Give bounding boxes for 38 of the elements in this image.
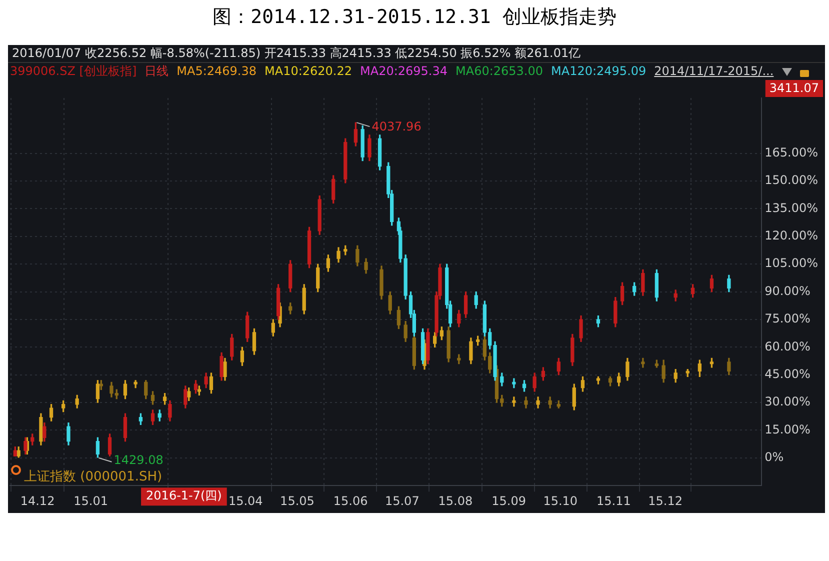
x-tick-label: 15.09 [492,494,526,508]
text: 日线 [144,63,169,80]
text: 399006.SZ [创业板指] [10,63,137,80]
y-tick-label: 135.00% [764,200,818,215]
y-tick-label: 30.00% [764,394,810,409]
y-tick-label: 60.00% [764,339,810,354]
x-tick-label: 15.05 [280,494,314,508]
text: MA60:2653.00 [456,63,544,80]
x-tick-label: 15.01 [74,494,108,508]
x-tick-label: 15.07 [384,494,420,508]
x-tick-label: 15.06 [333,494,368,508]
y-tick-label: 0% [764,450,784,464]
annotation: 4037.96 [372,120,422,134]
text: MA20:2695.34 [360,63,448,80]
y-tick-label: 75.00% [764,312,810,326]
x-tick-label: 15.08 [438,494,473,508]
chart-subtitle: 2016/01/07 收2256.52 幅-8.58%(-211.85) 开2415.33 高2415.33 低2254.50 振6.52% 额261.01亿 [8,45,825,63]
text: 2014/11/17-2015/... [654,63,774,80]
text: MA5:2469.38 [176,63,257,80]
y-tick-label: 150.00% [764,173,818,188]
x-tick-label: 14.12 [20,494,55,508]
text: 2016-1-7(四) [146,488,222,503]
text: MA10:2620.22 [264,63,352,80]
text: 3411.07 [769,81,819,96]
y-tick-label: 15.00% [764,422,810,436]
annotation: 1429.08 [114,453,164,468]
y-tick-label: 165.00% [764,145,818,160]
text: MA120:2495.09 [551,63,646,80]
y-tick-label: 45.00% [764,366,810,381]
series-label: 上证指数 (000001.SH) [24,469,162,484]
x-tick-label: 15.11 [596,494,631,508]
y-tick-label: 105.00% [764,256,818,270]
y-tick-label: 120.00% [764,228,818,243]
chart-title: 图：2014.12.31-2015.12.31 创业板指走势 [212,5,618,30]
x-tick-label: 15.12 [648,494,682,508]
y-tick-label: 90.00% [764,284,810,298]
x-tick-label: 15.04 [228,494,263,508]
x-tick-label: 15.10 [543,494,578,508]
